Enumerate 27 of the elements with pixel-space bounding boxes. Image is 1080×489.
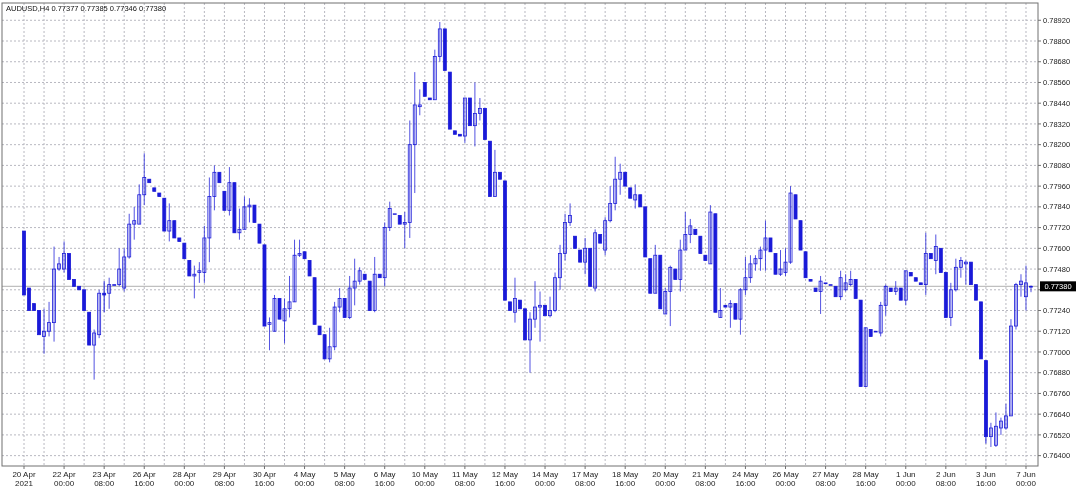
x-tick-label: 20 May 00:00 bbox=[652, 470, 679, 488]
x-tick-label: 1 Jun 00:00 bbox=[895, 470, 917, 488]
x-tick-label: 4 May 00:00 bbox=[293, 470, 316, 488]
x-tick-label: 24 May 16:00 bbox=[732, 470, 759, 488]
candlestick bbox=[257, 223, 262, 244]
x-tick-label: 21 May 08:00 bbox=[692, 470, 719, 488]
x-tick-label: 11 May 08:00 bbox=[452, 470, 478, 488]
x-tick-label: 29 Apr 08:00 bbox=[212, 470, 237, 488]
x-tick-label: 6 May 16:00 bbox=[373, 470, 396, 488]
x-tick-label: 14 May 00:00 bbox=[531, 470, 559, 488]
x-tick-label: 7 Jun 00:00 bbox=[1015, 470, 1037, 488]
x-tick-label: 18 May 16:00 bbox=[612, 470, 639, 488]
x-tick-label: 26 Apr 16:00 bbox=[132, 470, 157, 488]
x-tick-label: 3 Jun 16:00 bbox=[975, 470, 997, 488]
x-tick-label: 5 May 08:00 bbox=[333, 470, 356, 488]
x-tick-label: 12 May 16:00 bbox=[491, 470, 519, 488]
x-tick-label: 10 May 00:00 bbox=[411, 470, 438, 488]
x-tick-label: 17 May 08:00 bbox=[572, 470, 599, 488]
x-tick-label: 22 Apr 00:00 bbox=[52, 470, 76, 488]
x-tick-label: 20 Apr 2021 bbox=[12, 470, 36, 488]
x-tick-label: 28 Apr 00:00 bbox=[172, 470, 197, 488]
x-tick-label: 30 Apr 16:00 bbox=[252, 470, 277, 488]
x-tick-label: 2 Jun 08:00 bbox=[935, 470, 957, 488]
x-tick-label: 28 May 16:00 bbox=[852, 470, 879, 488]
x-tick-label: 23 Apr 08:00 bbox=[92, 470, 117, 488]
x-tick-label: 26 May 00:00 bbox=[772, 470, 799, 488]
x-tick-label: 27 May 08:00 bbox=[812, 470, 839, 488]
